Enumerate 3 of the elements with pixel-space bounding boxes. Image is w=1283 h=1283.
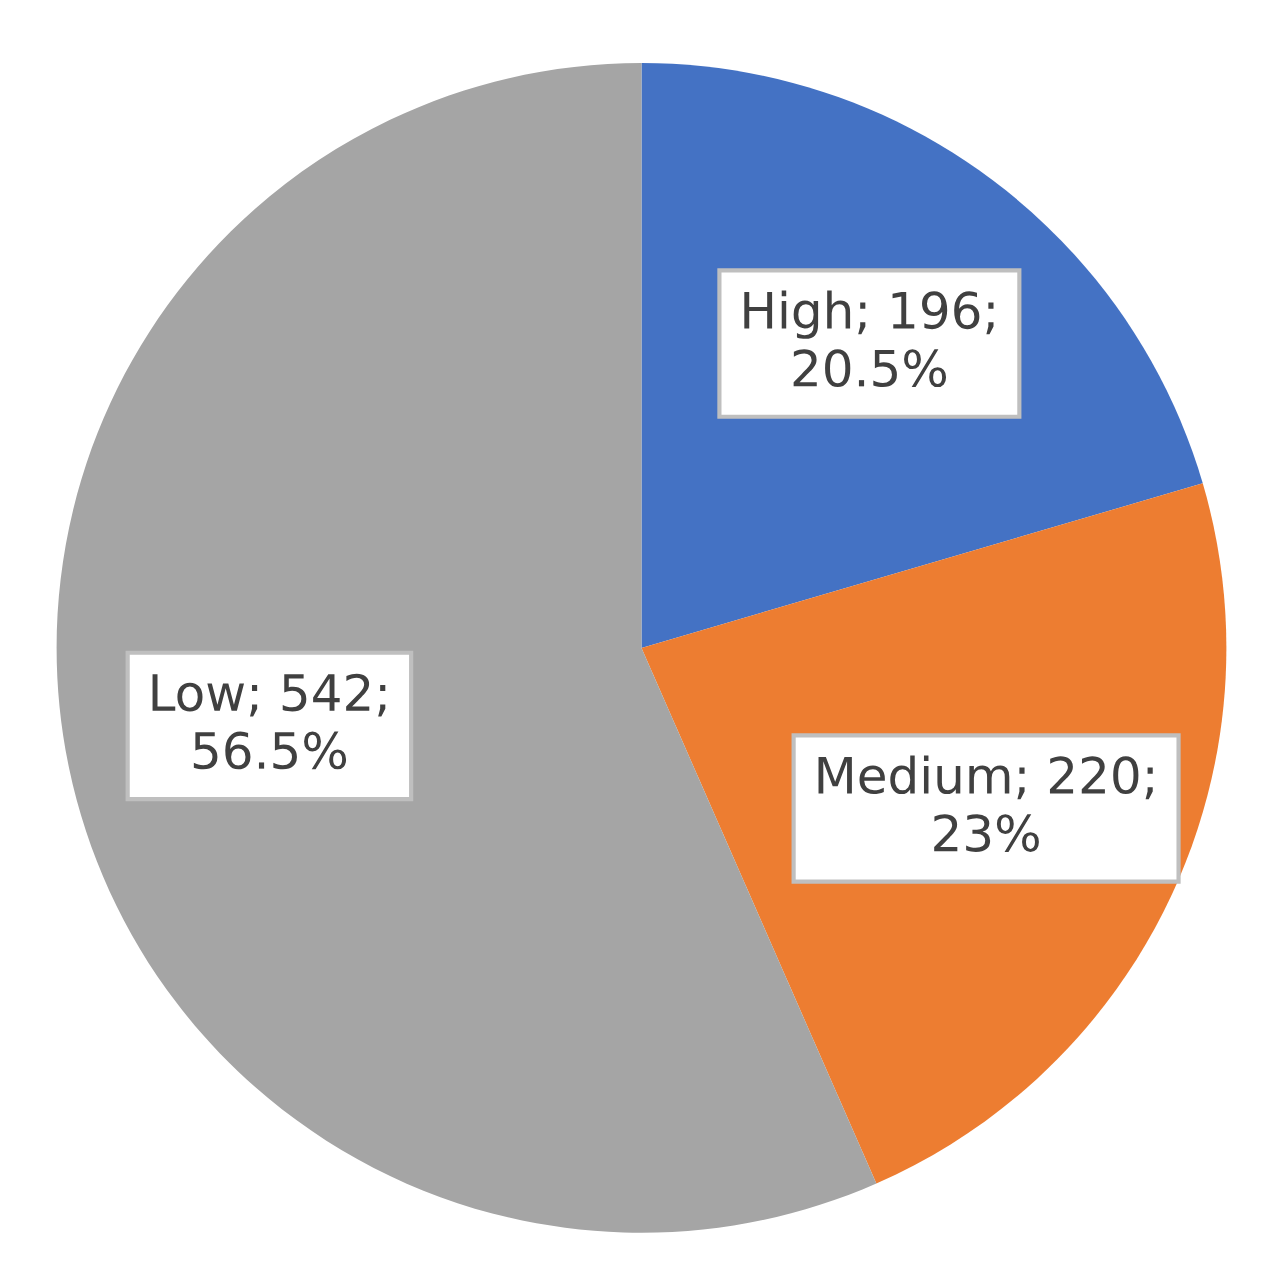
slice-label: High; 196; 20.5% bbox=[744, 290, 994, 388]
slice-label: Low; 542; 56.5% bbox=[152, 673, 386, 770]
slice-label: Medium; 220; 23% bbox=[818, 755, 1153, 852]
